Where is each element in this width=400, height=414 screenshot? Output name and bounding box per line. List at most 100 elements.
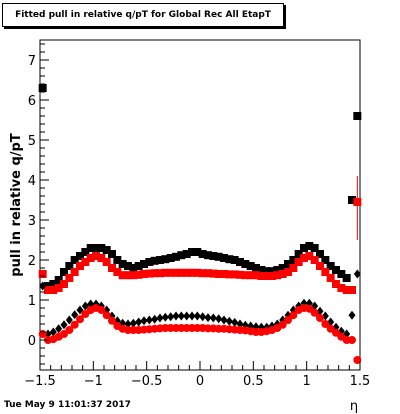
data-point <box>81 258 90 266</box>
data-point <box>326 274 335 282</box>
data-point <box>161 268 170 277</box>
data-point <box>140 316 148 326</box>
data-point <box>278 264 287 272</box>
data-point <box>321 256 330 264</box>
data-point <box>225 270 234 279</box>
y-tick-label: 7 <box>28 54 36 69</box>
data-point <box>102 246 111 254</box>
data-point <box>348 310 356 320</box>
data-point <box>316 314 324 322</box>
data-point <box>231 317 239 327</box>
plot-frame <box>39 39 361 371</box>
data-point <box>70 268 79 276</box>
data-point <box>49 327 57 337</box>
data-point <box>257 266 266 274</box>
data-point <box>289 311 298 320</box>
data-point <box>348 286 356 294</box>
data-point <box>166 268 175 277</box>
x-tick-label: −1 <box>84 374 103 389</box>
x-axis-label: η <box>350 399 358 414</box>
data-point <box>268 267 276 276</box>
data-point <box>332 266 340 274</box>
data-point <box>183 311 191 321</box>
data-point <box>300 254 308 262</box>
y-tick-label: 1 <box>28 294 36 309</box>
data-point <box>294 258 303 266</box>
data-point <box>86 254 95 262</box>
data-point <box>38 330 47 338</box>
data-point <box>199 312 207 322</box>
data-point <box>246 271 255 280</box>
data-point <box>135 317 143 327</box>
data-point <box>332 280 340 288</box>
data-point <box>284 316 292 324</box>
data-point <box>108 316 116 325</box>
data-point <box>188 268 196 277</box>
data-point <box>38 270 47 278</box>
data-point <box>230 270 239 279</box>
data-point <box>246 262 255 270</box>
data-point <box>60 268 68 276</box>
data-point <box>198 250 207 258</box>
data-point <box>209 252 218 260</box>
data-point <box>113 256 122 264</box>
data-point <box>172 268 180 277</box>
data-point <box>204 313 212 323</box>
data-point <box>204 251 212 260</box>
data-point <box>225 316 233 326</box>
x-tick-label: −0.5 <box>131 374 163 389</box>
data-point <box>177 268 186 277</box>
data-point <box>145 269 154 278</box>
data-point <box>65 315 73 325</box>
data-point <box>108 250 116 258</box>
chart-marks <box>38 84 362 364</box>
axes: −1.5 −1 −0.5 0 0.5 1 1.5 0 1 2 3 4 5 6 7 <box>24 43 370 389</box>
x-tick-label: 0.5 <box>243 374 264 389</box>
data-point <box>76 262 84 270</box>
data-point <box>172 252 180 261</box>
data-point <box>268 272 276 280</box>
data-point <box>220 315 228 325</box>
series-4 <box>38 304 362 364</box>
data-point <box>337 284 346 292</box>
data-point <box>177 311 185 321</box>
data-point <box>124 319 132 329</box>
data-point <box>188 248 196 256</box>
data-point <box>118 271 127 280</box>
data-point <box>54 276 63 284</box>
data-point <box>177 251 186 260</box>
data-point <box>273 266 282 274</box>
data-point <box>156 313 164 323</box>
data-point <box>102 311 111 320</box>
data-point <box>236 270 244 279</box>
data-point <box>316 262 324 270</box>
data-point <box>310 256 319 264</box>
data-point <box>182 250 191 258</box>
data-point <box>38 84 47 92</box>
data-point <box>310 244 319 252</box>
data-point <box>145 258 154 266</box>
data-point <box>140 260 148 268</box>
data-point <box>156 269 164 278</box>
data-point <box>337 270 346 278</box>
data-point <box>353 112 362 120</box>
data-point <box>92 244 100 252</box>
data-point <box>284 260 292 268</box>
data-point <box>150 256 159 265</box>
data-point <box>220 270 228 278</box>
data-point <box>214 270 223 278</box>
data-point <box>220 254 228 262</box>
data-point <box>225 255 234 264</box>
data-point <box>284 268 292 276</box>
data-point <box>321 320 330 328</box>
data-point <box>305 252 314 260</box>
data-point <box>129 264 138 272</box>
data-point <box>278 270 287 278</box>
data-point <box>108 264 116 272</box>
data-point <box>151 314 159 324</box>
data-point <box>124 271 132 280</box>
data-point <box>262 272 271 280</box>
data-point <box>92 252 100 260</box>
data-point <box>124 262 132 270</box>
data-point <box>65 326 74 334</box>
